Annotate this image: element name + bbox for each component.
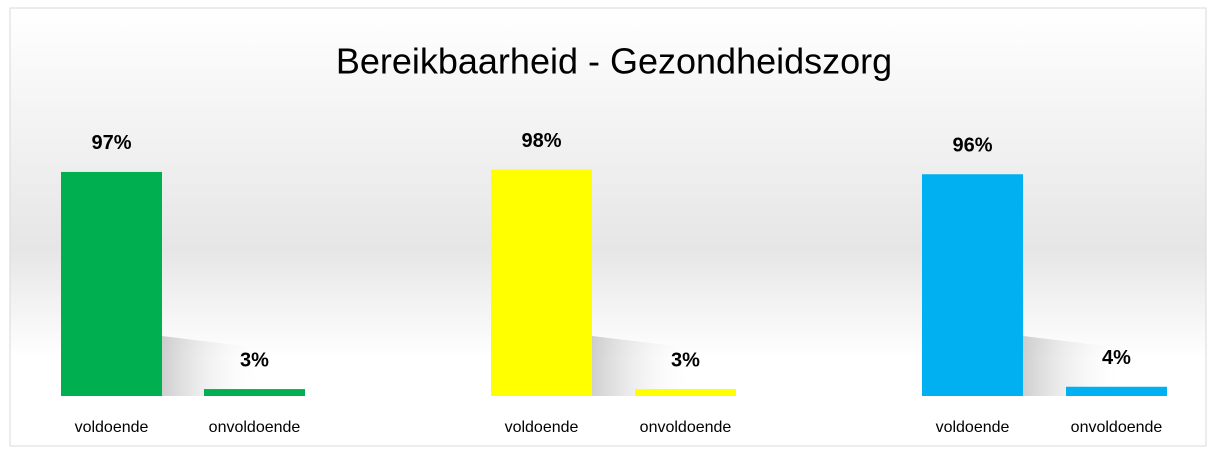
category-label: onvoldoende [640, 419, 732, 436]
bar-shadow [592, 336, 695, 396]
bar [635, 389, 736, 396]
data-label: 3% [240, 349, 269, 371]
data-label: 3% [671, 349, 700, 371]
bar [204, 389, 305, 396]
bar [1066, 386, 1167, 396]
bar-shadow [162, 336, 264, 396]
category-label: onvoldoende [209, 419, 301, 436]
bar [61, 171, 162, 396]
category-label: onvoldoende [1071, 419, 1163, 436]
category-label: voldoende [505, 419, 579, 436]
category-label: voldoende [75, 419, 149, 436]
bar [491, 169, 592, 396]
category-label: voldoende [936, 419, 1010, 436]
bar-shadow [1023, 336, 1126, 396]
chart-title: Bereikbaarheid - Gezondheidszorg [336, 41, 892, 82]
data-label: 97% [91, 132, 131, 154]
data-label: 96% [952, 135, 992, 157]
bar [922, 174, 1023, 396]
data-label: 4% [1102, 347, 1131, 369]
data-label: 98% [521, 130, 561, 152]
